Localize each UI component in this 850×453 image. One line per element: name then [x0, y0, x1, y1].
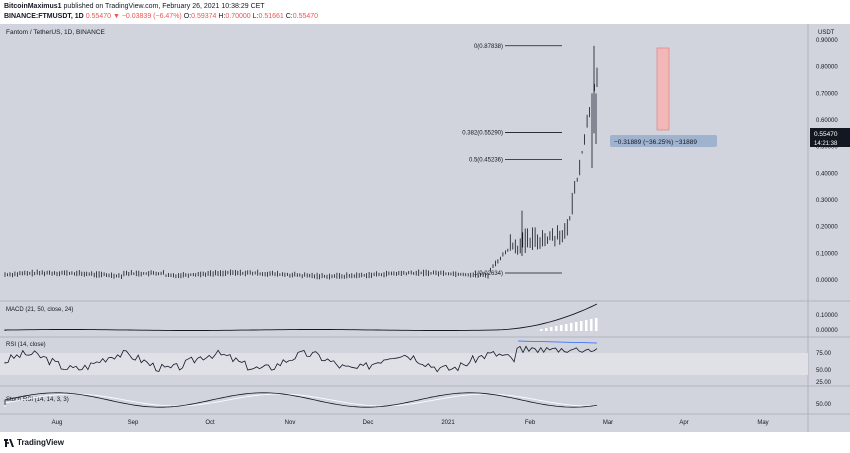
fib-label: 0.5(0.45236): [469, 157, 503, 163]
macd-hist-bar: [590, 319, 593, 331]
macd-hist-bar: [565, 324, 568, 331]
time-tick-label: Mar: [603, 420, 613, 426]
low-label: L:: [252, 13, 259, 20]
macd-hist-bar: [560, 325, 563, 331]
macd-label[interactable]: MACD (21, 50, close, 24): [6, 307, 73, 313]
price-tick-label: 0.60000: [816, 118, 838, 124]
rsi-tick-3: 25.00: [816, 380, 832, 386]
price-series: [4, 45, 598, 280]
price-tick-label: 0.50000: [816, 145, 838, 151]
price-candles: [4, 45, 598, 280]
ohlc-line: BINANCE:FTMUSDT, 1D 0.55470 ▼ −0.03839 (…: [4, 12, 318, 21]
stoch-k-line: [4, 392, 598, 408]
price-tick-label: 0.00000: [816, 278, 838, 284]
time-tick-label: 2021: [441, 420, 455, 426]
macd-line: [4, 303, 598, 331]
rsi-trendline[interactable]: [517, 340, 598, 344]
price-tick-label: 0.30000: [816, 198, 838, 204]
stoch-d-line: [4, 393, 598, 407]
high-label: H:: [218, 13, 226, 20]
chart-legend[interactable]: Fantom / TetherUS, 1D, BINANCE: [6, 29, 106, 36]
last-price-badge: [810, 128, 850, 138]
low-value: 0.51661: [258, 13, 284, 20]
price-tick-label: 0.80000: [816, 65, 838, 71]
price-tick-label: 0.20000: [816, 225, 838, 231]
time-tick-label: May: [757, 420, 768, 426]
rsi-band: [0, 353, 808, 375]
chart-header: BitcoinMaximus1 published on TradingView…: [0, 0, 850, 24]
currency-label: USDT: [818, 30, 835, 36]
time-tick-label: Feb: [525, 420, 536, 426]
open-value: 0.59374: [191, 13, 217, 20]
time-tick-label: Nov: [285, 420, 296, 426]
fib-label: 0(0.87838): [474, 44, 503, 50]
symbol-label: BINANCE:FTMUSDT, 1D: [4, 13, 84, 20]
rsi-series: [4, 340, 598, 373]
price-change: ▼ −0.03839 (−6.47%): [112, 13, 182, 20]
macd-hist-bar: [550, 327, 553, 331]
high-value: 0.70000: [225, 13, 251, 20]
chart-area[interactable]: Fantom / TetherUS, 1D, BINANCE USDT 0.90…: [0, 24, 850, 432]
macd-hist-bar: [540, 329, 543, 331]
time-axis[interactable]: Aug Sep Oct Nov Dec 2021 Feb Mar Apr May: [52, 420, 769, 426]
measure-label: −0.31889 (−36.25%) −31889: [614, 139, 697, 146]
macd-hist-bar: [595, 318, 598, 331]
footer: TradingView: [0, 436, 850, 453]
rsi-tick-1: 75.00: [816, 351, 832, 357]
price-tick-label: 0.70000: [816, 91, 838, 97]
time-tick-label: Oct: [205, 420, 215, 426]
stoch-label[interactable]: Stoch RSI (14, 14, 3, 3): [6, 397, 69, 403]
measure-box[interactable]: [656, 47, 670, 131]
fib-label: 1(0.02634): [474, 271, 503, 277]
publish-info: BitcoinMaximus1 published on TradingView…: [4, 2, 265, 11]
time-tick-label: Apr: [679, 420, 688, 426]
tradingview-icon: [4, 438, 14, 447]
macd-series: [4, 303, 598, 331]
macd-hist-bar: [585, 320, 588, 331]
price-axis[interactable]: 0.90000 0.80000 0.70000 0.60000 0.50000 0.400…: [816, 38, 838, 284]
open-label: O:: [183, 13, 192, 20]
stoch-series: [4, 392, 598, 408]
fib-label: 0.382(0.55290): [462, 131, 503, 137]
footer-brand: TradingView: [17, 438, 64, 447]
time-tick-label: Sep: [128, 420, 139, 426]
price-tick-label: 0.40000: [816, 171, 838, 177]
macd-hist-bar: [580, 321, 583, 331]
price-tick-label: 0.10000: [816, 251, 838, 257]
macd-hist-bar: [570, 323, 573, 331]
macd-hist-bar: [545, 328, 548, 331]
macd-hist-bar: [575, 322, 578, 331]
price-tick-label: 0.90000: [816, 38, 838, 44]
countdown-badge: [810, 138, 850, 147]
chart-canvas[interactable]: Fantom / TetherUS, 1D, BINANCE USDT 0.90…: [0, 24, 850, 432]
countdown-text: 14:21:38: [814, 141, 838, 147]
close-label: C:: [285, 13, 293, 20]
macd-tick-2: 0.00000: [816, 328, 838, 334]
time-tick-label: Dec: [363, 420, 374, 426]
last-price: 0.55470: [85, 13, 111, 20]
rsi-line: [4, 345, 598, 373]
time-tick-label: Aug: [52, 420, 63, 426]
rsi-label[interactable]: RSI (14, close): [6, 342, 46, 348]
fib-retracement[interactable]: 0(0.87838) 0.382(0.55290) 0.5(0.45236) 1(0.…: [462, 44, 562, 277]
stoch-tick-1: 50.00: [816, 402, 832, 408]
rsi-tick-2: 50.00: [816, 368, 832, 374]
macd-tick-1: 0.10000: [816, 313, 838, 319]
measure-label-bg: [610, 135, 717, 147]
publish-text: published on TradingView.com, February 2…: [63, 3, 265, 10]
author-name[interactable]: BitcoinMaximus1: [4, 3, 62, 10]
last-price-badge-text: 0.55470: [814, 131, 838, 138]
macd-hist-bar: [555, 326, 558, 331]
close-value: 0.55470: [292, 13, 319, 20]
tradingview-logo[interactable]: TradingView: [4, 438, 64, 447]
